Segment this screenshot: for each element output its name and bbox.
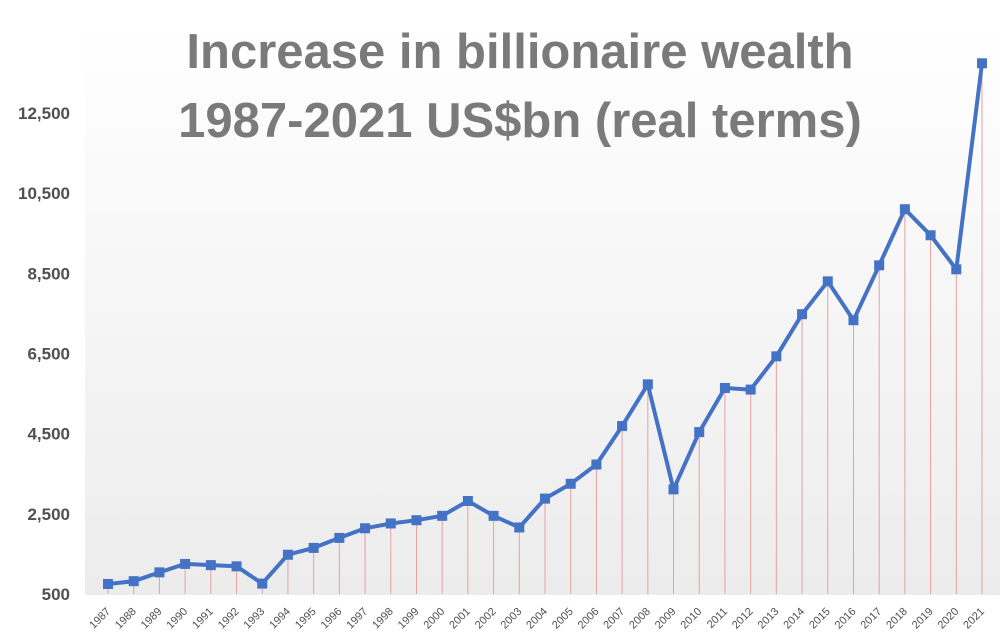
data-point-marker <box>899 204 910 215</box>
x-tick-label: 1994 <box>267 606 293 632</box>
data-point-marker <box>745 384 756 395</box>
x-tick-label: 1989 <box>139 606 165 632</box>
data-point-marker <box>257 578 268 589</box>
x-axis-tick-labels: 1987 1988 1989 1990 1991 1992 1993 1994 1995 1996… <box>87 606 987 632</box>
data-point-marker <box>334 532 345 543</box>
x-tick-label: 2001 <box>447 606 473 632</box>
data-point-marker <box>591 459 602 470</box>
y-tick-label: 10,500 <box>18 184 70 203</box>
x-tick-label: 2008 <box>627 606 653 632</box>
x-tick-label: 1990 <box>164 606 190 632</box>
data-point-marker <box>154 567 165 578</box>
y-tick-label: 4,500 <box>27 425 70 444</box>
x-tick-label: 2010 <box>679 606 705 632</box>
x-tick-label: 2020 <box>936 606 962 632</box>
data-point-marker <box>951 264 962 275</box>
data-point-marker <box>385 518 396 529</box>
x-tick-label: 2015 <box>807 606 833 632</box>
x-tick-label: 1996 <box>319 606 345 632</box>
data-point-marker <box>822 276 833 287</box>
x-tick-label: 2006 <box>576 606 602 632</box>
x-tick-label: 2012 <box>730 606 756 632</box>
data-point-marker <box>694 427 705 438</box>
x-tick-label: 1987 <box>87 606 113 632</box>
x-tick-label: 2002 <box>473 606 499 632</box>
x-tick-label: 1991 <box>190 606 216 632</box>
data-point-marker <box>874 260 885 271</box>
data-point-marker <box>488 510 499 521</box>
x-tick-label: 1988 <box>113 606 139 632</box>
data-point-marker <box>308 542 319 553</box>
data-point-marker <box>617 421 628 432</box>
x-tick-label: 1992 <box>216 606 242 632</box>
y-tick-label: 8,500 <box>27 264 70 283</box>
data-point-marker <box>925 230 936 241</box>
x-tick-label: 2003 <box>499 606 525 632</box>
x-tick-label: 2011 <box>705 606 730 631</box>
data-point-marker <box>180 558 191 569</box>
data-point-marker <box>205 560 216 571</box>
x-tick-label: 2018 <box>884 606 910 632</box>
x-tick-label: 1999 <box>396 606 422 632</box>
x-tick-label: 2004 <box>524 606 550 632</box>
data-point-marker <box>565 478 576 489</box>
data-point-marker <box>360 523 371 534</box>
chart-title-line-2: 1987-2021 US$bn (real terms) <box>178 94 862 148</box>
series-markers <box>103 58 987 589</box>
x-tick-label: 2017 <box>858 606 884 632</box>
data-point-marker <box>771 351 782 362</box>
chart-title-line-1: Increase in billionaire wealth <box>186 25 853 79</box>
x-tick-label: 2019 <box>910 606 936 632</box>
data-point-marker <box>282 549 293 560</box>
data-point-marker <box>848 315 859 326</box>
x-tick-label: 2007 <box>601 606 627 632</box>
x-tick-label: 1997 <box>344 606 370 632</box>
data-point-marker <box>231 561 242 572</box>
y-tick-label: 6,500 <box>27 345 70 364</box>
x-tick-label: 2000 <box>421 606 447 632</box>
y-axis-tick-labels: 500 2,500 4,500 6,500 8,500 10,500 12,500 <box>18 104 70 604</box>
data-point-marker <box>462 496 473 507</box>
drop-lines <box>107 63 983 594</box>
y-tick-label: 500 <box>42 585 70 604</box>
data-point-marker <box>128 576 139 587</box>
data-point-marker <box>797 309 808 320</box>
data-point-marker <box>437 510 448 521</box>
y-tick-label: 2,500 <box>27 505 70 524</box>
x-tick-label: 2021 <box>961 606 987 632</box>
x-tick-label: 2013 <box>756 606 782 632</box>
x-tick-label: 1998 <box>370 606 396 632</box>
x-tick-label: 2014 <box>781 606 807 632</box>
x-tick-label: 2009 <box>653 606 679 632</box>
data-point-marker <box>668 484 679 495</box>
data-point-marker <box>540 493 550 504</box>
data-point-marker <box>977 58 987 69</box>
x-tick-label: 1993 <box>242 606 268 632</box>
data-point-marker <box>719 382 730 393</box>
data-point-marker <box>103 578 113 589</box>
data-point-marker <box>411 515 422 526</box>
data-point-marker <box>642 379 653 390</box>
x-tick-label: 2016 <box>833 606 859 632</box>
data-point-marker <box>514 522 525 533</box>
y-tick-label: 12,500 <box>18 104 70 123</box>
x-tick-label: 2005 <box>550 606 576 632</box>
x-tick-label: 1995 <box>293 606 319 632</box>
